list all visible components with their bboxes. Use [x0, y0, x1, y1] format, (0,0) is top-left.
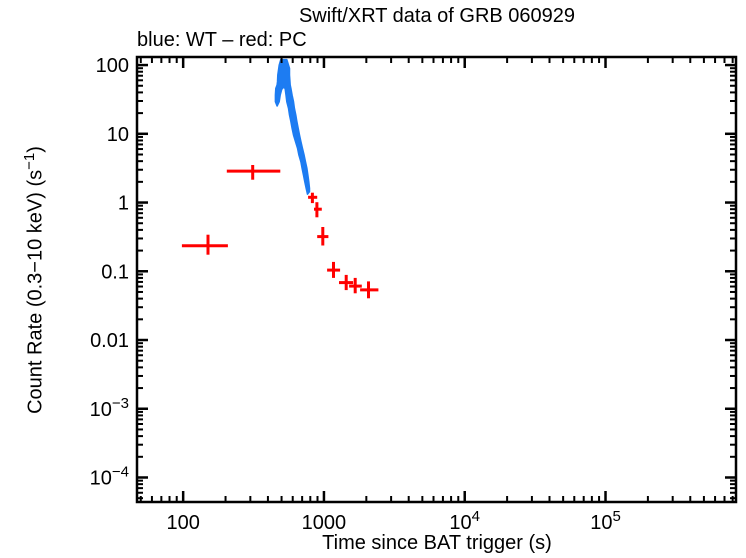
svg-text:10−4: 10−4 — [90, 464, 129, 490]
wt-band — [274, 58, 311, 195]
pc-point — [181, 234, 228, 255]
svg-text:0.1: 0.1 — [101, 261, 129, 283]
pc-point — [349, 277, 362, 294]
svg-text:10: 10 — [107, 124, 129, 146]
chart-title: Swift/XRT data of GRB 060929 — [298, 5, 576, 27]
y-tick-labels: 100 10 1 0.1 0.01 10−3 10−4 — [90, 55, 129, 489]
pc-points — [181, 165, 379, 299]
svg-text:0.01: 0.01 — [90, 330, 129, 352]
svg-text:105: 105 — [590, 508, 621, 534]
pc-point — [226, 165, 281, 180]
pc-point — [317, 227, 329, 246]
chart-legend: blue: WT – red: PC — [137, 29, 307, 51]
x-tick-labels: 100 1000 104 105 — [167, 508, 621, 534]
svg-text:100: 100 — [96, 55, 129, 77]
svg-text:104: 104 — [449, 508, 480, 534]
pc-point — [314, 202, 322, 218]
svg-text:1000: 1000 — [302, 512, 347, 534]
x-axis-label: Time since BAT trigger (s) — [322, 532, 552, 554]
svg-text:100: 100 — [167, 512, 200, 534]
plot-frame — [135, 55, 738, 504]
pc-point — [360, 281, 379, 299]
axis-ticks — [137, 57, 736, 502]
svg-text:10−3: 10−3 — [90, 395, 129, 421]
pc-point — [327, 261, 341, 278]
svg-text:1: 1 — [118, 193, 129, 215]
y-axis-label: Count Rate (0.3−10 keV) (s−1) — [20, 146, 47, 414]
pc-point — [308, 192, 318, 204]
pc-point — [339, 274, 354, 291]
